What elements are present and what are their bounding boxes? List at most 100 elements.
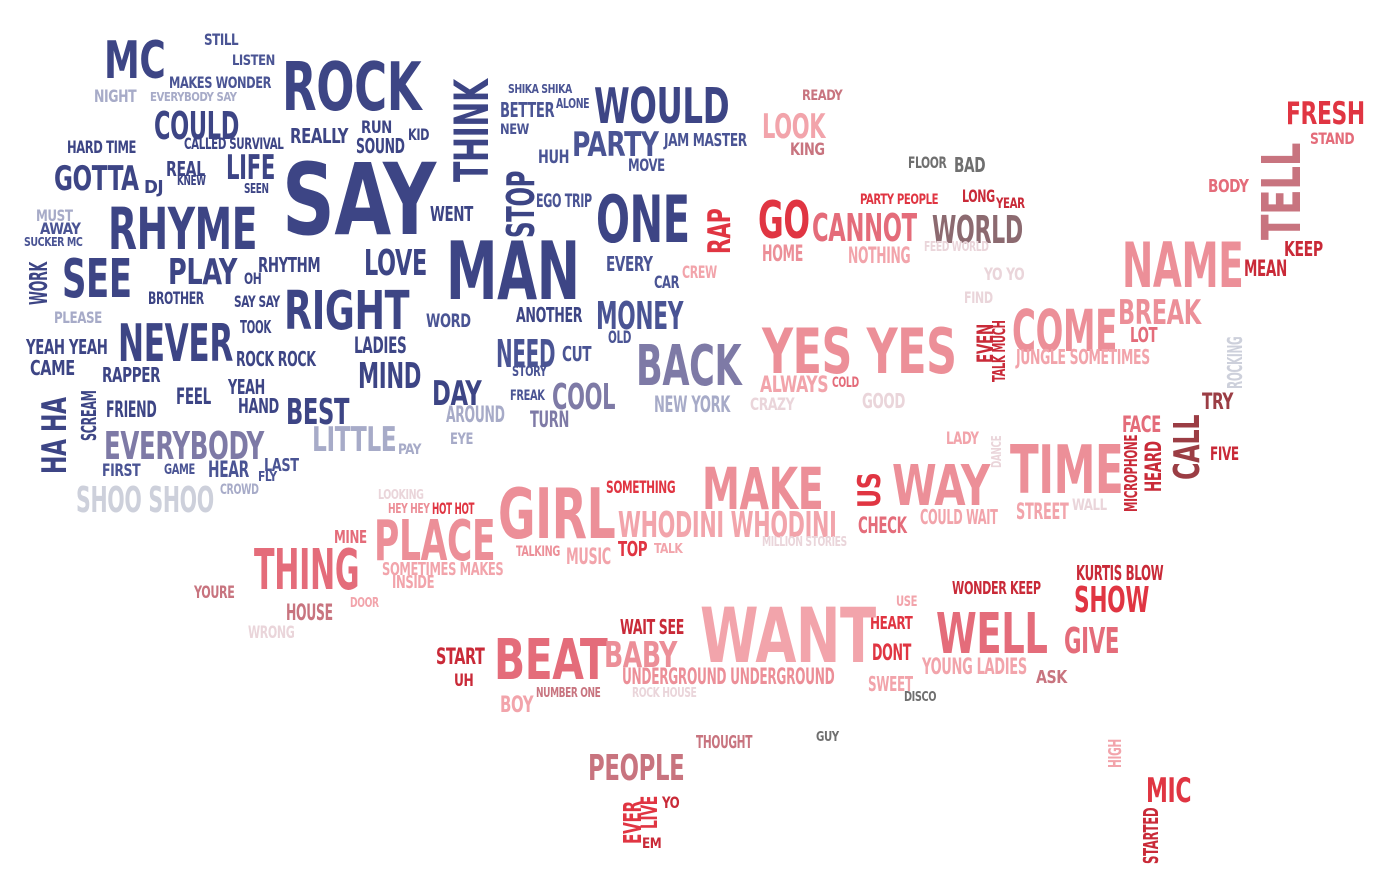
word-better: BETTER [500, 98, 555, 122]
word-good: GOOD [862, 389, 905, 413]
word-really: REALLY [290, 124, 349, 148]
word-mind: MIND [358, 356, 422, 397]
word-heart: HEART [870, 613, 913, 634]
word-hot-hot: HOT HOT [432, 499, 475, 518]
word-away: AWAY [40, 219, 81, 238]
word-play: PLAY [168, 252, 238, 293]
word-guy: GUY [816, 730, 839, 745]
word-rhythm: RHYTHM [258, 253, 321, 277]
word-sucker-mc: SUCKER MC [24, 235, 83, 249]
word-game: GAME [164, 461, 195, 478]
word-number-one: NUMBER ONE [536, 686, 601, 701]
word-run: RUN [361, 117, 392, 137]
word-cut: CUT [562, 342, 592, 366]
word-thing: THING [254, 538, 360, 603]
word-new: NEW [500, 121, 529, 138]
word-need: NEED [496, 332, 556, 376]
word-real: REAL [166, 157, 205, 181]
word-thought: THOUGHT [696, 732, 753, 753]
word-check: CHECK [858, 513, 907, 539]
word-crew: CREW [682, 262, 717, 282]
word-come: COME [1012, 297, 1118, 365]
word-makes-wonder: MAKES WONDER [169, 73, 272, 92]
word-mine: MINE [334, 527, 367, 548]
word-live: LIVE [637, 796, 663, 829]
word-party-people: PARTY PEOPLE [860, 191, 939, 208]
word-freak: FREAK [510, 387, 545, 404]
word-kurtis-blow: KURTIS BLOW [1076, 561, 1164, 585]
word-sometimes-makes: SOMETIMES MAKES [382, 559, 504, 580]
word-friend: FRIEND [106, 397, 157, 423]
word-around: AROUND [446, 402, 505, 428]
word-seen: SEEN [244, 182, 269, 197]
word-oh: OH [244, 269, 262, 288]
word-hear: HEAR [208, 457, 249, 483]
word-yes-yes: YES YES [762, 315, 957, 388]
word-fly: FLY [258, 470, 277, 485]
word-knew: KNEW [177, 174, 206, 189]
word-time: TIME [1010, 431, 1124, 509]
word-best: BEST [286, 392, 350, 433]
word-well: WELL [936, 602, 1048, 667]
word-ladies: LADIES [354, 333, 407, 359]
word-uh: UH [454, 670, 474, 690]
word-wonder-keep: WONDER KEEP [952, 578, 1041, 599]
word-word: WORD [426, 310, 471, 332]
word-give: GIVE [1064, 621, 1120, 662]
word-say-say: SAY SAY [234, 292, 280, 311]
word-music: MUSIC [566, 544, 611, 570]
word-day: DAY [432, 374, 482, 413]
word-hard-time: HARD TIME [67, 137, 137, 157]
word-money: MONEY [596, 294, 684, 338]
word-ego-trip: EGO TRIP [536, 190, 592, 212]
word-man: MAN [446, 225, 580, 319]
word-fresh: FRESH [1286, 96, 1365, 132]
word-never: NEVER [118, 314, 234, 374]
word-world: WORLD [932, 208, 1023, 252]
word-inside: INSIDE [392, 572, 435, 593]
word-see: SEE [62, 247, 132, 310]
word-something: SOMETHING [606, 477, 676, 497]
word-feed-world: FEED WORLD [924, 240, 989, 255]
word-underground-underground: UNDERGROUND UNDERGROUND [622, 664, 835, 690]
word-ready: READY [802, 87, 843, 104]
word-brother: BROTHER [148, 288, 204, 308]
word-must: MUST [36, 206, 73, 225]
word-youre: YOURE [194, 582, 235, 602]
word-turn: TURN [530, 407, 570, 433]
word-love: LOVE [364, 243, 427, 284]
word-rapper: RAPPER [102, 363, 161, 387]
word-home: HOME [762, 241, 803, 267]
word-yeah: YEAH [228, 375, 265, 399]
word-street: STREET [1016, 499, 1069, 525]
word-dj: DJ [144, 177, 164, 198]
word-feel: FEEL [176, 384, 211, 410]
word-jam-master: JAM MASTER [664, 130, 747, 151]
word-cool: COOL [552, 377, 616, 418]
word-crazy: CRAZY [750, 394, 795, 414]
word-cannot: CANNOT [812, 206, 917, 250]
word-talk: TALK [654, 542, 683, 557]
word-yeah-yeah: YEAH YEAH [26, 335, 108, 359]
word-rap: RAP [702, 208, 738, 254]
word-keep: KEEP [1284, 237, 1323, 261]
word-say: SAY [282, 143, 436, 258]
word-came: CAME [30, 356, 75, 380]
word-name: NAME [1122, 229, 1244, 302]
word-haha: HA HA [35, 397, 74, 474]
word-heard: HEARD [1141, 441, 1167, 492]
word-floor: FLOOR [908, 153, 947, 172]
word-talking: TALKING [516, 543, 560, 560]
word-ask: ASK [1036, 667, 1067, 688]
word-long: LONG [962, 186, 995, 206]
word-shoo-shoo: SHOO SHOO [76, 480, 214, 521]
word-stand: STAND [1310, 129, 1355, 148]
word-work: WORK [24, 261, 53, 305]
word-night: NIGHT [94, 86, 137, 106]
word-lot: LOT [1130, 323, 1158, 347]
word-could: COULD [154, 104, 240, 148]
word-kid: KID [408, 125, 430, 144]
word-use: USE [896, 593, 918, 610]
word-story: STORY [512, 363, 547, 380]
